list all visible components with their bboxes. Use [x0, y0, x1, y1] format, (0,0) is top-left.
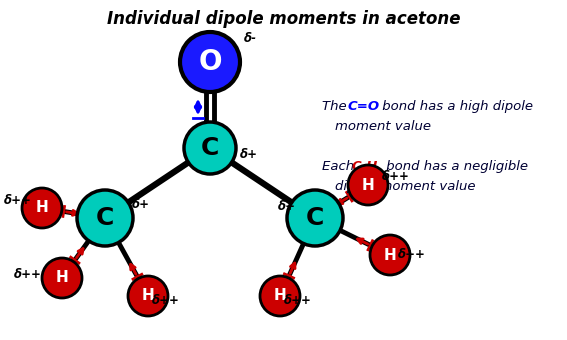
Text: δ+: δ+: [278, 200, 296, 213]
Circle shape: [180, 32, 240, 92]
Text: δ++: δ++: [398, 248, 426, 261]
Text: δ+: δ+: [240, 148, 258, 161]
Text: bond has a negligible: bond has a negligible: [382, 160, 528, 173]
Text: δ++: δ++: [382, 170, 410, 183]
Text: H: H: [384, 248, 396, 262]
Circle shape: [77, 190, 133, 246]
Text: H: H: [142, 289, 154, 304]
Text: H: H: [36, 201, 48, 216]
Text: moment value: moment value: [335, 120, 431, 133]
Text: H: H: [56, 271, 69, 286]
Text: δ+: δ+: [132, 198, 150, 211]
Text: H: H: [274, 289, 286, 304]
Text: C-H: C-H: [352, 160, 378, 173]
Text: δ++: δ++: [284, 294, 312, 307]
Circle shape: [22, 188, 62, 228]
Text: The: The: [322, 100, 351, 113]
Circle shape: [370, 235, 410, 275]
Circle shape: [128, 276, 168, 316]
Text: C: C: [201, 136, 219, 160]
Text: δ-: δ-: [244, 32, 257, 45]
Text: δ++: δ++: [4, 194, 32, 207]
Text: O: O: [198, 48, 222, 76]
Text: bond has a high dipole: bond has a high dipole: [378, 100, 533, 113]
Text: C: C: [306, 206, 324, 230]
Text: C: C: [96, 206, 114, 230]
Text: Each: Each: [322, 160, 358, 173]
Circle shape: [287, 190, 343, 246]
Text: Individual dipole moments in acetone: Individual dipole moments in acetone: [107, 10, 460, 28]
Circle shape: [42, 258, 82, 298]
Text: dipole moment value: dipole moment value: [335, 180, 476, 193]
Circle shape: [184, 122, 236, 174]
Circle shape: [260, 276, 300, 316]
Text: C=O: C=O: [348, 100, 380, 113]
Text: δ++: δ++: [152, 294, 180, 307]
Text: H: H: [362, 177, 374, 192]
Circle shape: [348, 165, 388, 205]
Text: δ++: δ++: [14, 268, 42, 281]
